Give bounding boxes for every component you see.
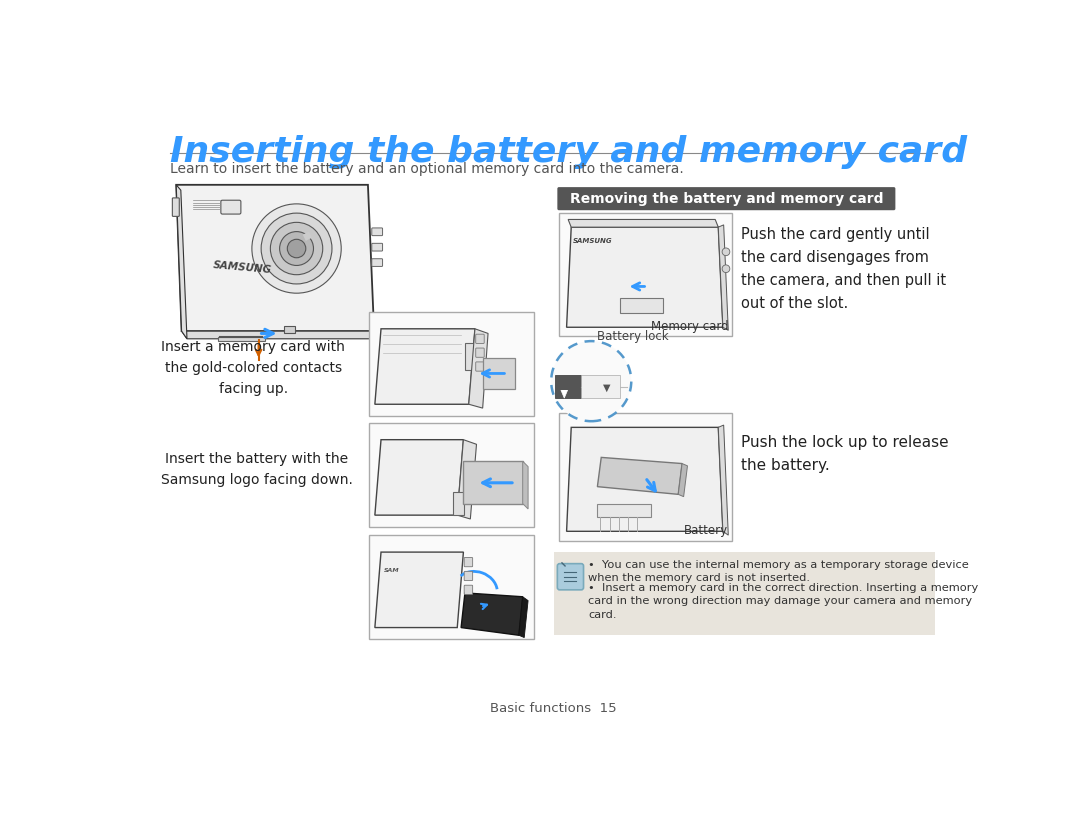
Polygon shape	[176, 185, 374, 331]
Polygon shape	[302, 231, 312, 240]
Polygon shape	[461, 593, 523, 635]
Text: •  Insert a memory card in the correct direction. Inserting a memory
card in the: • Insert a memory card in the correct di…	[589, 583, 978, 620]
FancyBboxPatch shape	[559, 387, 569, 390]
FancyBboxPatch shape	[464, 557, 473, 566]
Polygon shape	[176, 185, 187, 339]
FancyBboxPatch shape	[554, 552, 934, 635]
FancyBboxPatch shape	[558, 214, 732, 337]
FancyBboxPatch shape	[368, 312, 535, 416]
Text: Learn to insert the battery and an optional memory card into the camera.: Learn to insert the battery and an optio…	[170, 162, 684, 177]
Polygon shape	[561, 389, 568, 398]
Text: Basic functions  15: Basic functions 15	[490, 703, 617, 716]
Polygon shape	[469, 328, 488, 408]
Text: Insert a memory card with
the gold-colored contacts
facing up.: Insert a memory card with the gold-color…	[161, 341, 346, 395]
Polygon shape	[718, 225, 728, 330]
FancyBboxPatch shape	[597, 504, 651, 518]
Circle shape	[280, 231, 313, 266]
FancyBboxPatch shape	[475, 348, 484, 357]
FancyBboxPatch shape	[284, 326, 295, 333]
Polygon shape	[567, 227, 723, 328]
Text: •  You can use the internal memory as a temporary storage device
when the memory: • You can use the internal memory as a t…	[589, 560, 969, 584]
Polygon shape	[568, 219, 718, 227]
Circle shape	[723, 265, 730, 272]
Circle shape	[270, 222, 323, 275]
Text: Memory card: Memory card	[650, 320, 728, 333]
Polygon shape	[375, 328, 475, 404]
Text: Push the lock up to release
the battery.: Push the lock up to release the battery.	[741, 435, 949, 474]
Text: Battery lock: Battery lock	[597, 330, 669, 343]
FancyBboxPatch shape	[475, 362, 484, 371]
Text: Push the card gently until
the card disengages from
the camera, and then pull it: Push the card gently until the card dise…	[741, 227, 946, 311]
Text: SAMSUNG: SAMSUNG	[572, 238, 612, 244]
FancyBboxPatch shape	[558, 413, 732, 540]
FancyBboxPatch shape	[464, 571, 473, 580]
FancyBboxPatch shape	[465, 342, 474, 370]
Circle shape	[252, 204, 341, 293]
Text: Inserting the battery and memory card: Inserting the battery and memory card	[170, 134, 968, 169]
Polygon shape	[718, 425, 728, 535]
Circle shape	[261, 213, 332, 284]
FancyBboxPatch shape	[372, 244, 382, 251]
Polygon shape	[518, 597, 528, 637]
Circle shape	[287, 240, 306, 258]
FancyBboxPatch shape	[555, 375, 581, 398]
Polygon shape	[457, 439, 476, 519]
FancyBboxPatch shape	[368, 423, 535, 526]
FancyBboxPatch shape	[557, 187, 895, 210]
Polygon shape	[678, 464, 688, 496]
FancyBboxPatch shape	[372, 258, 382, 267]
Polygon shape	[375, 439, 463, 515]
Polygon shape	[597, 457, 683, 495]
Text: SAM: SAM	[384, 567, 400, 572]
FancyBboxPatch shape	[621, 298, 663, 314]
FancyBboxPatch shape	[475, 334, 484, 343]
Polygon shape	[523, 461, 528, 509]
FancyBboxPatch shape	[173, 198, 179, 216]
Polygon shape	[181, 331, 380, 339]
Text: Removing the battery and memory card: Removing the battery and memory card	[569, 192, 883, 205]
Polygon shape	[567, 427, 723, 531]
FancyBboxPatch shape	[464, 585, 473, 594]
Circle shape	[551, 341, 632, 421]
Circle shape	[723, 248, 730, 256]
Text: SAMSUNG: SAMSUNG	[213, 261, 272, 275]
FancyBboxPatch shape	[368, 535, 535, 639]
Polygon shape	[375, 552, 463, 628]
FancyBboxPatch shape	[557, 564, 583, 590]
FancyBboxPatch shape	[220, 200, 241, 214]
FancyBboxPatch shape	[454, 492, 464, 515]
Text: Insert the battery with the
Samsung logo facing down.: Insert the battery with the Samsung logo…	[161, 452, 353, 487]
FancyBboxPatch shape	[218, 337, 265, 341]
Text: ▼: ▼	[603, 382, 610, 392]
FancyBboxPatch shape	[581, 375, 620, 398]
Polygon shape	[462, 461, 523, 504]
Text: Battery: Battery	[684, 525, 728, 537]
Polygon shape	[483, 358, 515, 389]
FancyBboxPatch shape	[372, 228, 382, 236]
